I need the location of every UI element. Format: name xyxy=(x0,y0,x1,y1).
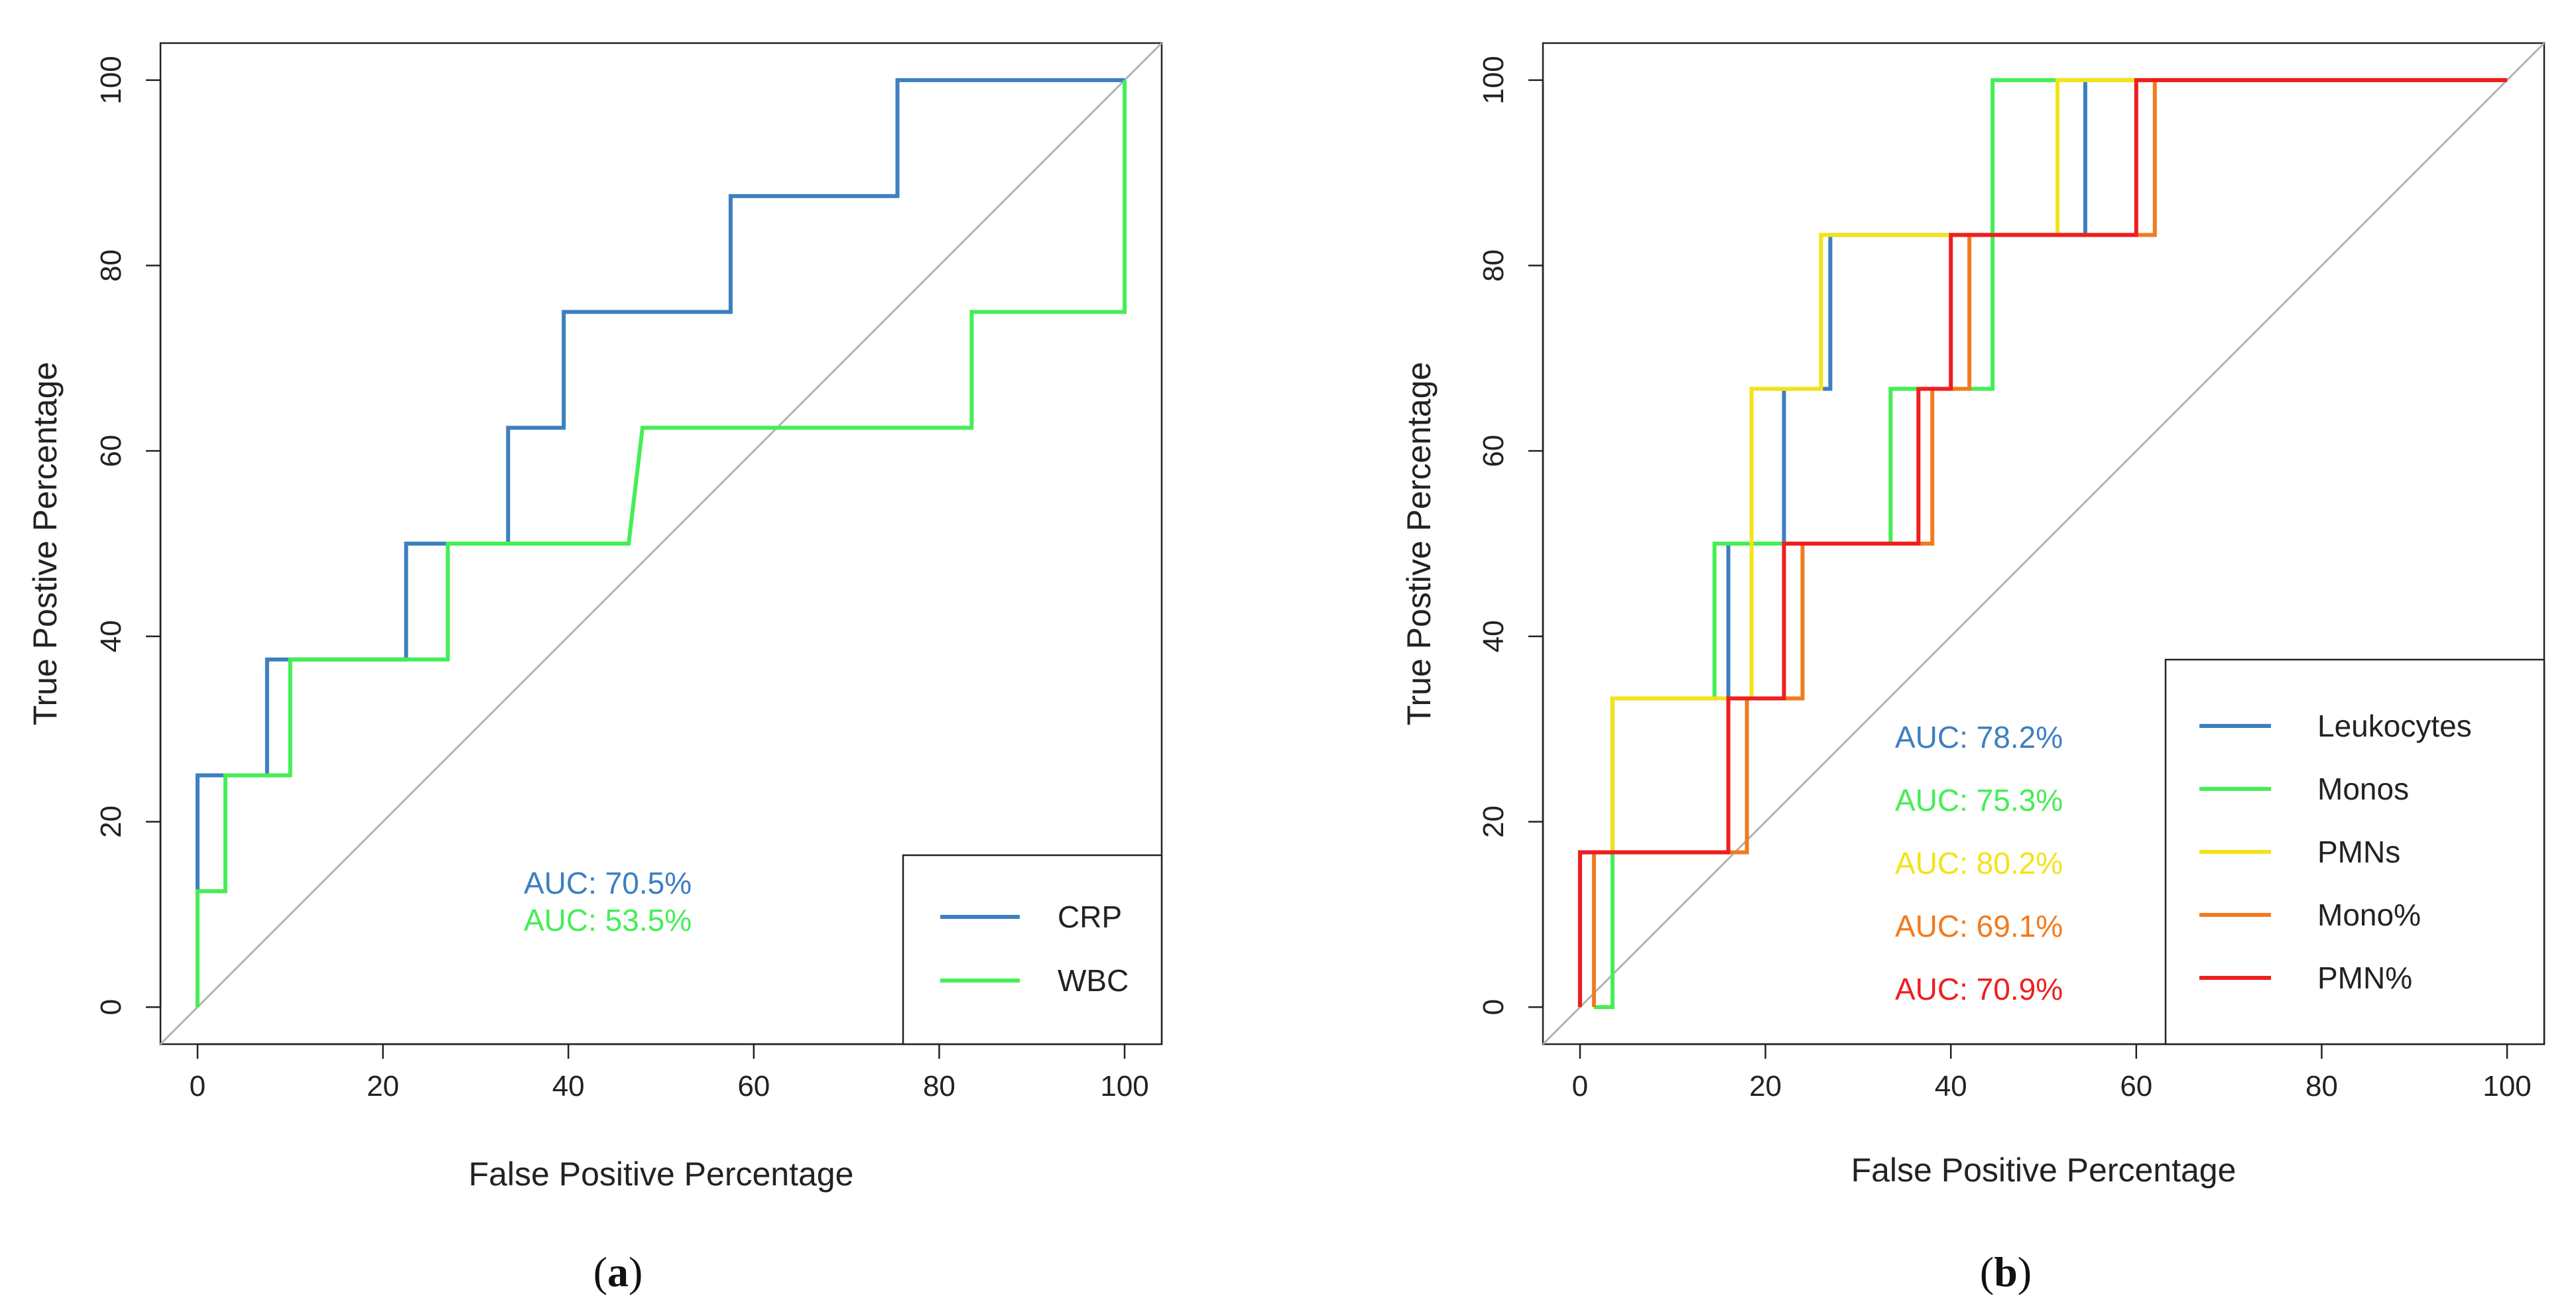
y-tick-label: 60 xyxy=(95,435,127,467)
x-tick-label: 0 xyxy=(1572,1070,1588,1102)
x-tick-label: 20 xyxy=(367,1070,399,1102)
x-axis-label: False Positive Percentage xyxy=(469,1156,854,1193)
panel-caption-letter: a xyxy=(607,1248,629,1295)
y-tick-label: 60 xyxy=(1477,435,1510,467)
y-tick-label: 100 xyxy=(1477,56,1510,104)
legend-box xyxy=(902,854,1163,1045)
x-tick-label: 20 xyxy=(1749,1070,1782,1102)
legend-label: CRP xyxy=(1058,900,1122,934)
auc-label: AUC: 70.9% xyxy=(1895,972,2063,1006)
series-line-PMNs xyxy=(1610,78,2508,853)
x-axis: 0 20 40 60 80 100 False Positive Percentage xyxy=(1572,1043,2532,1189)
y-tick-label: 40 xyxy=(95,620,127,652)
legend-label: Leukocytes xyxy=(2317,709,2472,743)
y-axis-label: True Postive Percentage xyxy=(1400,362,1438,725)
y-tick-label: 20 xyxy=(95,805,127,838)
diagonal-reference-line xyxy=(1542,42,2545,1045)
legend-label: PMNs xyxy=(2317,835,2400,869)
y-tick-label: 100 xyxy=(95,56,127,104)
auc-label: AUC: 78.2% xyxy=(1895,720,2063,754)
y-tick-label: 0 xyxy=(1477,999,1510,1015)
x-tick-label: 60 xyxy=(737,1070,770,1102)
auc-label: AUC: 70.5% xyxy=(524,866,692,900)
panel-caption: (a) xyxy=(593,1248,643,1295)
diagonal-reference-line xyxy=(159,42,1163,1045)
auc-label: AUC: 80.2% xyxy=(1895,846,2063,880)
panel-caption: (b) xyxy=(1980,1248,2032,1295)
roc-panel-b: 0 20 40 60 80 100 False Positive Percentage 0 20… xyxy=(1400,42,2545,1295)
x-tick-label: 80 xyxy=(2305,1070,2338,1102)
y-axis: 0 20 40 60 80 100 True Postive Percentage xyxy=(1400,56,1544,1015)
legend-label: PMN% xyxy=(2317,961,2412,995)
x-tick-label: 40 xyxy=(1935,1070,1967,1102)
legend: Leukocytes Monos PMNs Mono% PMN% xyxy=(2164,658,2545,1045)
x-tick-label: 100 xyxy=(2483,1070,2531,1102)
y-tick-label: 80 xyxy=(95,249,127,282)
auc-annotations: AUC: 70.5%AUC: 53.5% xyxy=(524,866,692,937)
x-tick-label: 0 xyxy=(190,1070,206,1102)
x-tick-label: 40 xyxy=(552,1070,585,1102)
auc-label: AUC: 69.1% xyxy=(1895,909,2063,943)
y-axis-label: True Postive Percentage xyxy=(27,362,64,725)
legend-label: Monos xyxy=(2317,772,2409,806)
x-axis-label: False Positive Percentage xyxy=(1851,1152,2237,1189)
legend-label: Mono% xyxy=(2317,898,2421,932)
roc-panel-a: 0 20 40 60 80 100 False Positive Percentage 0 20… xyxy=(27,42,1163,1295)
legend-label: WBC xyxy=(1058,963,1129,998)
legend: CRP WBC xyxy=(902,854,1163,1045)
series-line-CRP xyxy=(195,78,1125,892)
series-line-PMN% xyxy=(1577,78,2508,1008)
x-tick-label: 60 xyxy=(2120,1070,2152,1102)
auc-label: AUC: 53.5% xyxy=(524,903,692,937)
y-tick-label: 20 xyxy=(1477,805,1510,838)
y-tick-label: 0 xyxy=(95,999,127,1015)
panel-caption-letter: b xyxy=(1994,1248,2018,1295)
auc-label: AUC: 75.3% xyxy=(1895,783,2063,817)
y-axis: 0 20 40 60 80 100 True Postive Percentage xyxy=(27,56,162,1015)
x-tick-label: 100 xyxy=(1100,1070,1148,1102)
series-line-WBC xyxy=(195,80,1127,1008)
y-tick-label: 40 xyxy=(1477,620,1510,652)
x-tick-label: 80 xyxy=(923,1070,955,1102)
auc-annotations: AUC: 78.2% AUC: 75.3% AUC: 80.2% AUC: 69.1%… xyxy=(1895,720,2063,1006)
series-line-Mono% xyxy=(1591,78,2508,1008)
y-tick-label: 80 xyxy=(1477,249,1510,282)
x-axis: 0 20 40 60 80 100 False Positive Percentage xyxy=(190,1043,1149,1193)
